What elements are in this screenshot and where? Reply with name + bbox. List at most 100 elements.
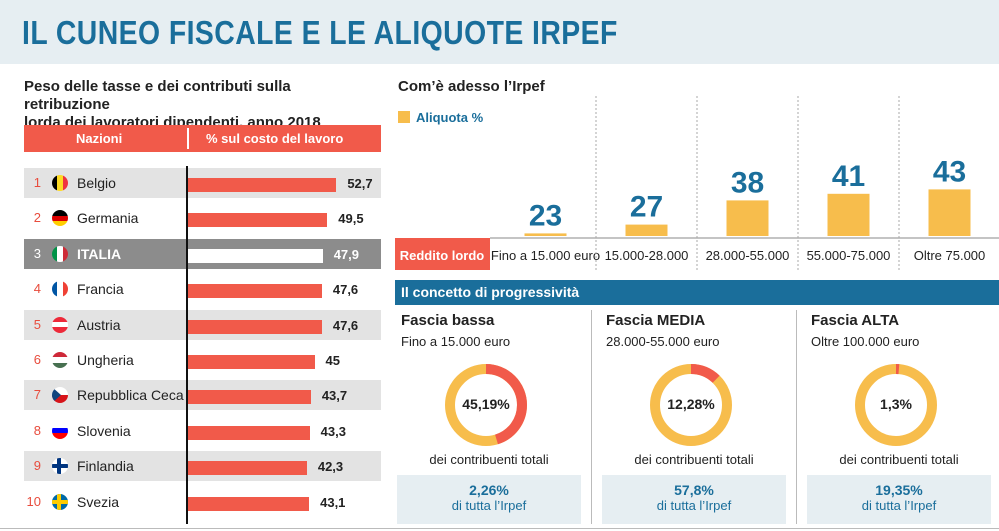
row-rank: 3 — [33, 245, 41, 261]
country-name: Repubblica Ceca — [77, 387, 184, 404]
irpef-share-box: 19,35% di tutta l’Irpef — [807, 475, 991, 524]
band-separator — [796, 310, 797, 524]
country-row: 5 Austria 47,6 — [24, 309, 381, 340]
header-country: Nazioni — [76, 131, 123, 146]
bar — [187, 390, 311, 405]
country-row: 1 Belgio 52,7 — [24, 168, 381, 198]
bar — [187, 355, 315, 369]
donut-value: 12,28% — [667, 396, 715, 412]
left-chart-subtitle: Peso delle tasse e dei contributi sulla … — [24, 78, 374, 132]
country-row: 6 Ungheria 45 — [24, 345, 381, 375]
category-label: 15.000-28.000 — [605, 248, 689, 263]
bar-value-label: 42,3 — [317, 459, 344, 475]
row-rank: 10 — [26, 493, 41, 509]
band-range: Oltre 100.000 euro — [811, 334, 920, 349]
irpef-share-label: di tutta l’Irpef — [861, 498, 937, 513]
country-name: Ungheria — [77, 352, 134, 368]
flag-icon — [52, 281, 68, 298]
bar — [187, 319, 322, 334]
bar-value-label: 47,9 — [333, 246, 360, 262]
flag-icon — [52, 175, 68, 191]
country-name: Finlandia — [77, 458, 134, 475]
country-row: 3 ITALIA 47,9 — [24, 238, 381, 269]
left-subtitle-line1: Peso delle tasse e dei contributi sulla … — [24, 78, 291, 113]
country-rows: 1 Belgio 52,7 2 Germania 49,5 3 ITALIA 47,9 4 Fran… — [24, 168, 381, 522]
irpef-share-box: 2,26% di tutta l’Irpef — [397, 475, 581, 524]
bottom-rule — [0, 528, 999, 529]
bar-axis-line — [186, 166, 188, 524]
band-low: Fascia bassa Fino a 15.000 euro 45,19% d… — [397, 310, 581, 524]
bar — [187, 248, 323, 263]
irpef-share-value: 2,26% — [469, 482, 509, 498]
flag-icon — [52, 210, 68, 227]
band-caption: dei contribuenti totali — [634, 452, 754, 467]
column — [625, 224, 668, 236]
header-separator — [187, 128, 189, 149]
band-high: Fascia ALTA Oltre 100.000 euro 1,3% dei … — [807, 310, 991, 524]
flag-icon — [52, 493, 68, 510]
band-caption: dei contribuenti totali — [839, 452, 959, 467]
bar-value-label: 43,7 — [321, 388, 348, 404]
country-row: 4 Francia 47,6 — [24, 274, 381, 304]
country-name: Belgio — [77, 175, 116, 191]
column-value-label: 38 — [731, 166, 764, 199]
column — [928, 189, 971, 236]
band-range: 28.000-55.000 euro — [606, 334, 720, 349]
bar — [187, 496, 310, 511]
donut-chart — [855, 364, 937, 446]
bar-value-label: 45 — [325, 353, 340, 368]
donut-chart — [445, 364, 527, 446]
column-value-label: 41 — [832, 160, 865, 193]
donut-slice — [445, 364, 527, 446]
flag-icon — [52, 387, 68, 404]
row-rank: 8 — [33, 422, 41, 438]
header-value: % sul costo del lavoro — [206, 131, 344, 146]
row-rank: 7 — [33, 387, 41, 403]
legend-swatch — [398, 111, 410, 123]
row-rank: 9 — [33, 458, 41, 474]
row-rank: 2 — [33, 210, 41, 226]
row-rank: 4 — [33, 281, 41, 297]
right-chart-subtitle: Com’è adesso l’Irpef — [398, 78, 545, 95]
irpef-column-chart: Reddito lordo 23 Fino a 15.000 euro 27 15.00… — [395, 96, 999, 271]
bar-value-label: 47,6 — [332, 282, 359, 298]
country-row: 10 Svezia 43,1 — [24, 487, 381, 517]
donut-value: 45,19% — [462, 396, 510, 412]
country-name: Francia — [77, 281, 124, 298]
page-title: IL CUNEO FISCALE E LE ALIQUOTE IRPEF — [22, 14, 618, 51]
band-title: Fascia ALTA — [811, 312, 900, 329]
band-medium: Fascia MEDIA 28.000-55.000 euro 12,28% d… — [602, 310, 786, 524]
flag-icon — [52, 458, 68, 475]
bar — [187, 178, 337, 192]
bar — [187, 425, 310, 440]
category-label: Fino a 15.000 euro — [491, 248, 600, 263]
column-value-label: 23 — [529, 199, 562, 232]
bar — [187, 284, 322, 299]
bar-value-label: 52,7 — [347, 176, 373, 191]
band-title: Fascia MEDIA — [606, 312, 706, 329]
country-name: Austria — [77, 316, 121, 333]
bar-value-label: 43,3 — [320, 423, 346, 439]
row-rank: 5 — [33, 316, 41, 332]
bar — [187, 213, 328, 228]
country-name: Slovenia — [77, 422, 131, 439]
irpef-share-box: 57,8% di tutta l’Irpef — [602, 475, 786, 524]
bar-value-label: 43,1 — [320, 494, 346, 510]
column — [726, 200, 769, 236]
country-name: Svezia — [77, 493, 120, 510]
band-range: Fino a 15.000 euro — [401, 334, 511, 349]
legend-label: Aliquota % — [416, 110, 484, 125]
country-name: ITALIA — [77, 245, 122, 262]
country-row: 7 Repubblica Ceca 43,7 — [24, 380, 381, 411]
flag-icon — [52, 422, 68, 439]
band-separator — [591, 310, 592, 524]
bar-value-label: 47,6 — [332, 317, 359, 333]
category-label: 55.000-75.000 — [807, 248, 891, 263]
band-title: Fascia bassa — [401, 312, 495, 329]
bar-value-label: 49,5 — [338, 211, 364, 227]
country-name: Germania — [77, 210, 139, 227]
country-row: 2 Germania 49,5 — [24, 203, 381, 233]
donut-value: 1,3% — [880, 396, 912, 412]
band-caption: dei contribuenti totali — [429, 452, 549, 467]
table-header: Nazioni % sul costo del lavoro — [24, 125, 381, 152]
